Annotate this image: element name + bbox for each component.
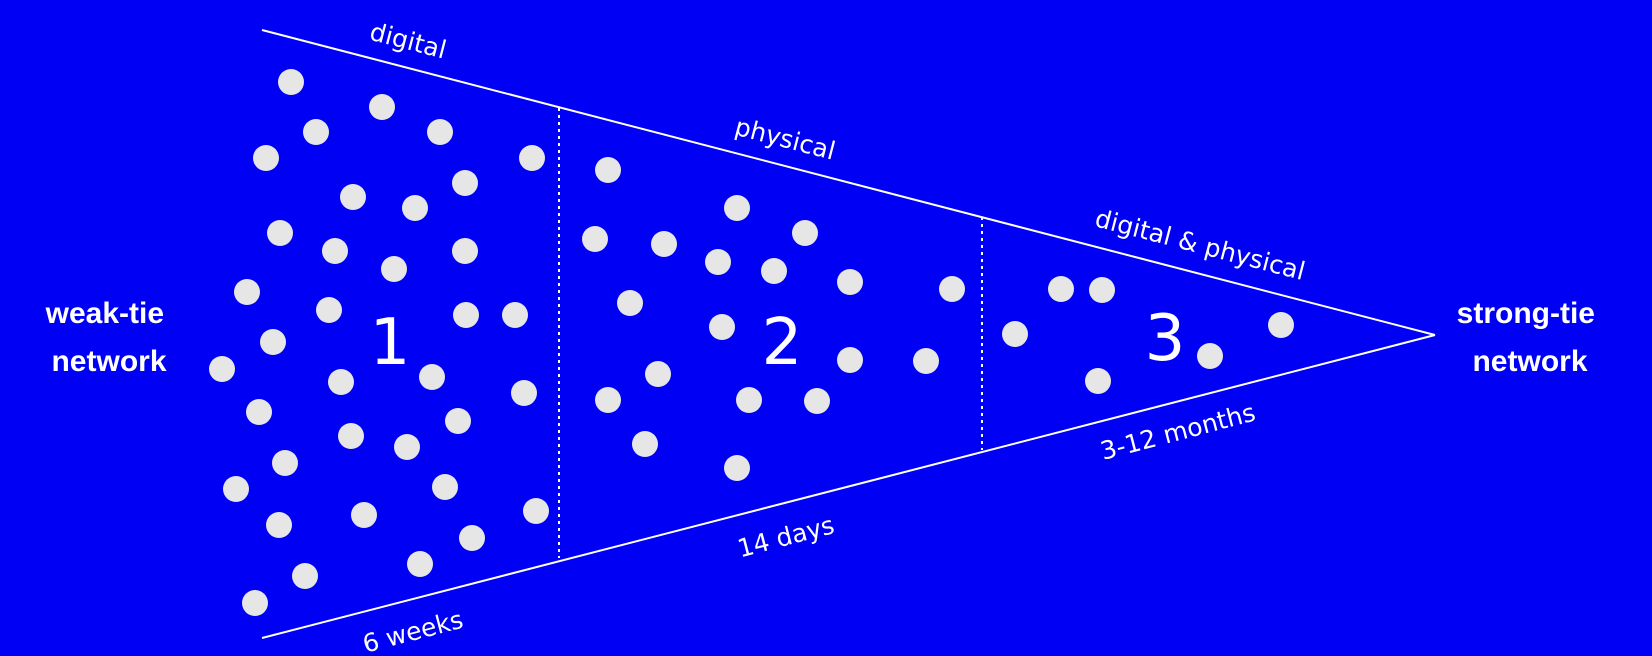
node-dot [234, 279, 260, 305]
node-dot [724, 195, 750, 221]
weak-tie-label: weak-tie network [45, 297, 173, 378]
node-dot [316, 297, 342, 323]
node-dot [419, 364, 445, 390]
node-dot [338, 423, 364, 449]
node-dot [837, 347, 863, 373]
node-dot [632, 431, 658, 457]
node-dot [369, 94, 395, 120]
node-dot [432, 474, 458, 500]
top-label-physical: physical [732, 112, 839, 166]
node-dot [651, 231, 677, 257]
node-dot [452, 238, 478, 264]
node-dot [502, 302, 528, 328]
node-dot [209, 356, 235, 382]
node-dot [939, 276, 965, 302]
node-dot [736, 387, 762, 413]
node-dot [1085, 368, 1111, 394]
node-dot [1048, 276, 1074, 302]
node-dot [246, 399, 272, 425]
node-dot [267, 220, 293, 246]
node-dot [724, 455, 750, 481]
node-dot [617, 290, 643, 316]
node-dot [913, 348, 939, 374]
node-dot [328, 369, 354, 395]
node-dot [278, 69, 304, 95]
node-dot [340, 184, 366, 210]
weak-tie-label-line-1: weak-tie [45, 297, 164, 330]
node-dot [253, 145, 279, 171]
node-dot [523, 498, 549, 524]
stage-2-dots [582, 157, 965, 481]
node-dot [260, 329, 286, 355]
funnel-bottom-edge [261, 334, 1436, 639]
node-dot [459, 525, 485, 551]
stage-1-dots [209, 69, 549, 616]
strong-tie-label-line-2: network [1472, 345, 1587, 378]
node-dot [595, 157, 621, 183]
stage-3-dots [1002, 276, 1294, 394]
node-dot [582, 226, 608, 252]
node-dot [519, 145, 545, 171]
node-dot [453, 302, 479, 328]
node-dot [709, 314, 735, 340]
node-dot [407, 551, 433, 577]
stage-number-2: 2 [762, 306, 803, 380]
node-dot [1268, 312, 1294, 338]
node-dot [266, 512, 292, 538]
node-dot [427, 119, 453, 145]
stage-number-1: 1 [370, 306, 411, 380]
node-dot [292, 563, 318, 589]
node-dot [1002, 321, 1028, 347]
top-label-digital: digital [367, 17, 450, 65]
node-dot [351, 502, 377, 528]
node-dot [705, 249, 731, 275]
node-dot [445, 408, 471, 434]
node-dot [452, 170, 478, 196]
node-dot [804, 388, 830, 414]
node-dot [402, 195, 428, 221]
node-dot [223, 476, 249, 502]
node-dot [272, 450, 298, 476]
funnel-top-edge [261, 29, 1436, 336]
weak-tie-label-line-2: network [51, 345, 166, 378]
node-dot [1089, 277, 1115, 303]
node-dot [1197, 343, 1223, 369]
bottom-label-6-weeks: 6 weeks [360, 605, 467, 656]
node-dot [511, 380, 537, 406]
node-dot [381, 256, 407, 282]
strong-tie-label: strong-tie network [1457, 297, 1604, 378]
node-dot [303, 119, 329, 145]
node-dot [394, 434, 420, 460]
node-dot [837, 269, 863, 295]
node-dot [595, 387, 621, 413]
bottom-label-14-days: 14 days [734, 510, 837, 563]
stage-number-3: 3 [1145, 302, 1186, 376]
node-dot [242, 590, 268, 616]
node-dot [645, 361, 671, 387]
strong-tie-label-line-1: strong-tie [1457, 297, 1595, 330]
bottom-label-3-12-months: 3-12 months [1097, 398, 1258, 466]
node-dot [761, 258, 787, 284]
node-dot [792, 220, 818, 246]
node-dot [322, 238, 348, 264]
